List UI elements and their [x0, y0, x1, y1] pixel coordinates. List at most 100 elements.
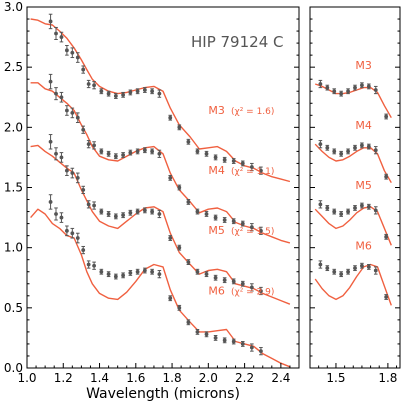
main-data-point — [86, 82, 91, 86]
main-data-point — [157, 212, 162, 216]
zoom-data-point — [366, 84, 371, 89]
zoom-data-point — [346, 149, 350, 154]
main-data-point — [204, 332, 209, 337]
y-tick-label: 0.5 — [4, 301, 23, 315]
chi2-label-m6: (χ² = 2.9) — [231, 287, 274, 297]
main-data-point — [48, 19, 53, 24]
main-data-point — [259, 349, 263, 354]
zoom-model-label-m6: M6 — [355, 239, 372, 252]
zoom-model-line-m6 — [314, 263, 392, 306]
main-data-point — [142, 148, 147, 153]
main-data-point — [222, 338, 227, 343]
main-data-point — [86, 142, 91, 147]
main-data-point — [222, 278, 227, 283]
zoom-data-point — [384, 295, 389, 299]
main-data-point — [213, 275, 218, 280]
main-data-point — [99, 269, 104, 274]
main-data-point — [195, 209, 200, 214]
main-data-point — [81, 188, 86, 192]
main-data-point — [81, 248, 86, 252]
zoom-data-point — [332, 89, 337, 94]
main-data-point — [135, 149, 140, 154]
main-data-point — [75, 236, 80, 240]
main-data-point — [240, 161, 245, 166]
zoom-data-point — [360, 83, 364, 88]
zoom-data-point — [339, 151, 344, 156]
main-data-point — [177, 185, 182, 190]
main-data-point — [121, 153, 126, 157]
main-data-point — [157, 272, 162, 277]
zoom-data-point — [353, 266, 357, 271]
x-tick-label: 1.4 — [90, 371, 109, 385]
zoom-x-tick-label: 1.8 — [378, 371, 397, 385]
main-data-point — [213, 336, 218, 340]
main-data-point — [70, 171, 75, 175]
main-data-point — [186, 320, 191, 325]
model-label-m6: M6 — [208, 284, 225, 297]
main-data-point — [135, 89, 140, 94]
main-data-point — [168, 236, 173, 240]
main-data-point — [64, 228, 69, 233]
y-tick-label: 1.0 — [4, 241, 23, 255]
main-data-point — [70, 50, 75, 55]
main-data-point — [86, 202, 91, 207]
main-data-point — [240, 342, 245, 346]
chart-title: HIP 79124 C — [191, 33, 283, 51]
chi2-label-m5: (χ² = 1.5) — [231, 227, 274, 237]
zoom-panel: 1.5 1.8 M3 M4 M5 M6 — [309, 6, 401, 385]
zoom-data-point — [325, 206, 330, 210]
main-data-point — [99, 89, 104, 94]
x-tick-label: 1.6 — [126, 371, 145, 385]
main-data-point — [54, 31, 58, 36]
zoom-model-label-m5: M5 — [355, 179, 372, 192]
zoom-data-point — [373, 88, 378, 92]
main-data-point — [186, 200, 191, 204]
main-data-point — [222, 218, 227, 222]
x-tick-label: 2.0 — [199, 371, 218, 385]
zoom-data-point — [373, 268, 378, 273]
main-data-point — [186, 260, 191, 265]
y-tick-label: 1.5 — [4, 181, 23, 195]
main-data-point — [177, 245, 182, 250]
main-data-point — [128, 210, 133, 215]
zoom-data-point — [325, 266, 330, 271]
main-data-point — [157, 91, 162, 96]
main-data-point — [48, 200, 53, 204]
chi2-label-m3: (χ² = 1.6) — [231, 107, 274, 117]
main-data-point — [177, 305, 182, 310]
main-data-point — [70, 110, 75, 115]
main-data-point — [240, 221, 245, 226]
zoom-data-point — [339, 91, 344, 96]
main-data-point — [168, 115, 173, 120]
main-data-point — [106, 151, 111, 156]
zoom-data-point — [318, 82, 323, 86]
x-tick-label: 2.2 — [235, 371, 254, 385]
main-data-point — [150, 269, 155, 274]
main-data-point — [64, 108, 69, 113]
zoom-data-point — [339, 272, 344, 277]
main-data-point — [222, 157, 227, 162]
y-tick-label: 3.0 — [4, 0, 23, 14]
zoom-data-point — [373, 208, 378, 213]
main-data-point — [92, 143, 96, 148]
zoom-data-point — [325, 145, 330, 150]
main-data-point — [195, 330, 200, 334]
main-data-point — [54, 91, 58, 96]
main-data-point — [142, 268, 147, 273]
main-data-point — [213, 155, 218, 160]
x-tick-label: 2.4 — [271, 371, 290, 385]
model-label-m4: M4 — [208, 164, 225, 177]
main-data-point — [54, 212, 58, 216]
main-data-point — [177, 125, 182, 130]
zoom-data-point — [366, 265, 371, 269]
zoom-data-point — [318, 142, 323, 147]
zoom-data-point — [346, 89, 350, 94]
main-data-point — [195, 269, 200, 274]
main-data-point — [64, 168, 69, 173]
main-data-point — [121, 213, 126, 218]
zoom-model-label-m4: M4 — [355, 119, 372, 132]
zoom-data-point — [360, 203, 364, 208]
x-tick-label: 1.0 — [17, 371, 36, 385]
main-data-point — [204, 151, 209, 156]
